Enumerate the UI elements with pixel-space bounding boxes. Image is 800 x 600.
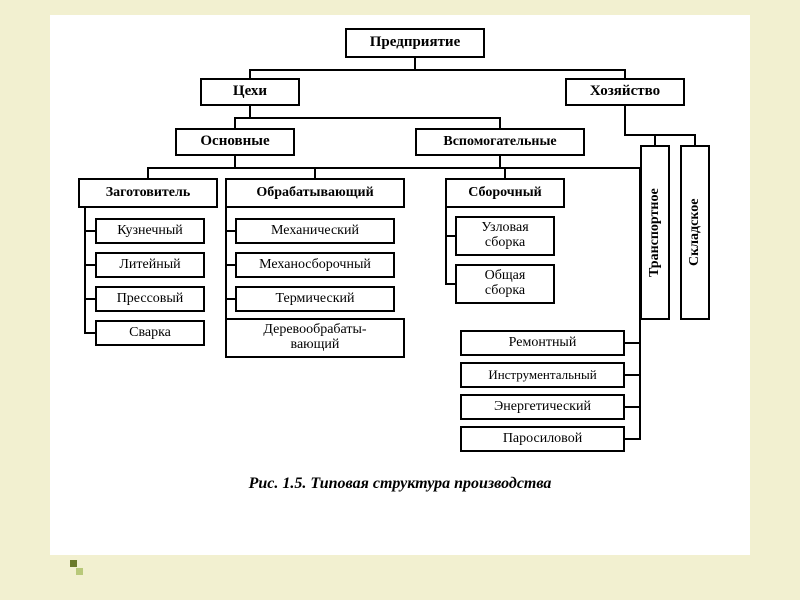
node-n1: Предприятие — [345, 28, 485, 58]
node-n3: Хозяйство — [565, 78, 685, 106]
node-n10: Литейный — [95, 252, 205, 278]
node-n15: Термический — [235, 286, 395, 312]
node-n12: Сварка — [95, 320, 205, 346]
node-n11: Прессовый — [95, 286, 205, 312]
bullet-marker-0 — [70, 560, 77, 567]
node-n2: Цехи — [200, 78, 300, 106]
node-n18: Общая сборка — [455, 264, 555, 304]
node-n21: Энергетический — [460, 394, 625, 420]
node-n9: Кузнечный — [95, 218, 205, 244]
node-n14: Механосборочный — [235, 252, 395, 278]
figure-caption: Рис. 1.5. Типовая структура производства — [200, 475, 600, 493]
vnode-v2: Складское — [680, 145, 710, 320]
node-n5: Вспомогательные — [415, 128, 585, 156]
vnode-v1: Транспортное — [640, 145, 670, 320]
node-n17: Узловая сборка — [455, 216, 555, 256]
bullet-marker-1 — [76, 568, 83, 575]
node-n6: Заготовитель — [78, 178, 218, 208]
node-n13: Механический — [235, 218, 395, 244]
node-n8: Сборочный — [445, 178, 565, 208]
node-n4: Основные — [175, 128, 295, 156]
node-n19: Ремонтный — [460, 330, 625, 356]
node-n20: Инструментальный — [460, 362, 625, 388]
node-n7: Обрабатывающий — [225, 178, 405, 208]
node-n16: Деревообрабаты- вающий — [225, 318, 405, 358]
node-n22: Паросиловой — [460, 426, 625, 452]
